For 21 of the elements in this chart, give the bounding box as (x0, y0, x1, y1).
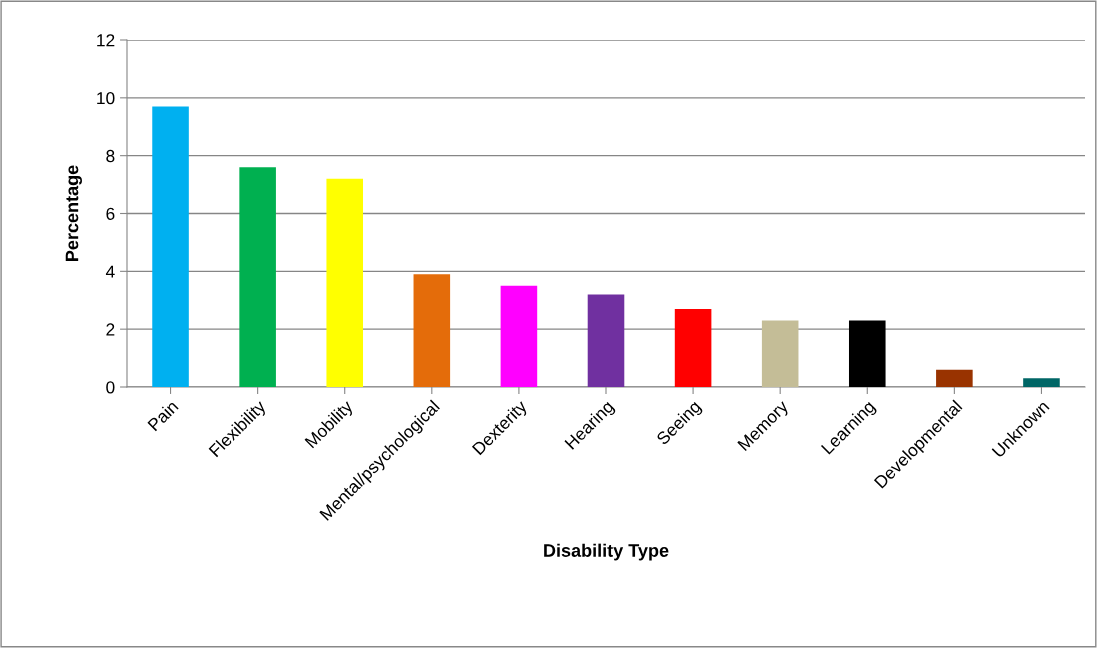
bar (500, 285, 538, 387)
bar (848, 320, 886, 387)
bar (936, 369, 973, 387)
y-tick-label: 4 (105, 265, 115, 278)
y-tick-label: 10 (97, 92, 115, 105)
y-tick-label: 12 (97, 34, 115, 47)
bar (413, 274, 451, 387)
y-tick-label: 0 (106, 381, 115, 394)
bar (1023, 378, 1060, 387)
bar (152, 106, 189, 387)
x-tick-label: Pain (146, 399, 179, 432)
bar (674, 308, 712, 387)
y-axis-title: Percentage (65, 165, 82, 261)
bar (761, 320, 799, 387)
y-tick-label: 6 (106, 207, 115, 220)
x-axis-title: Disability Type (544, 543, 669, 561)
y-tick-label: 8 (106, 149, 115, 163)
y-tick-label: 2 (106, 323, 115, 336)
bar (326, 178, 364, 387)
bar (587, 294, 625, 387)
bar (239, 167, 276, 387)
